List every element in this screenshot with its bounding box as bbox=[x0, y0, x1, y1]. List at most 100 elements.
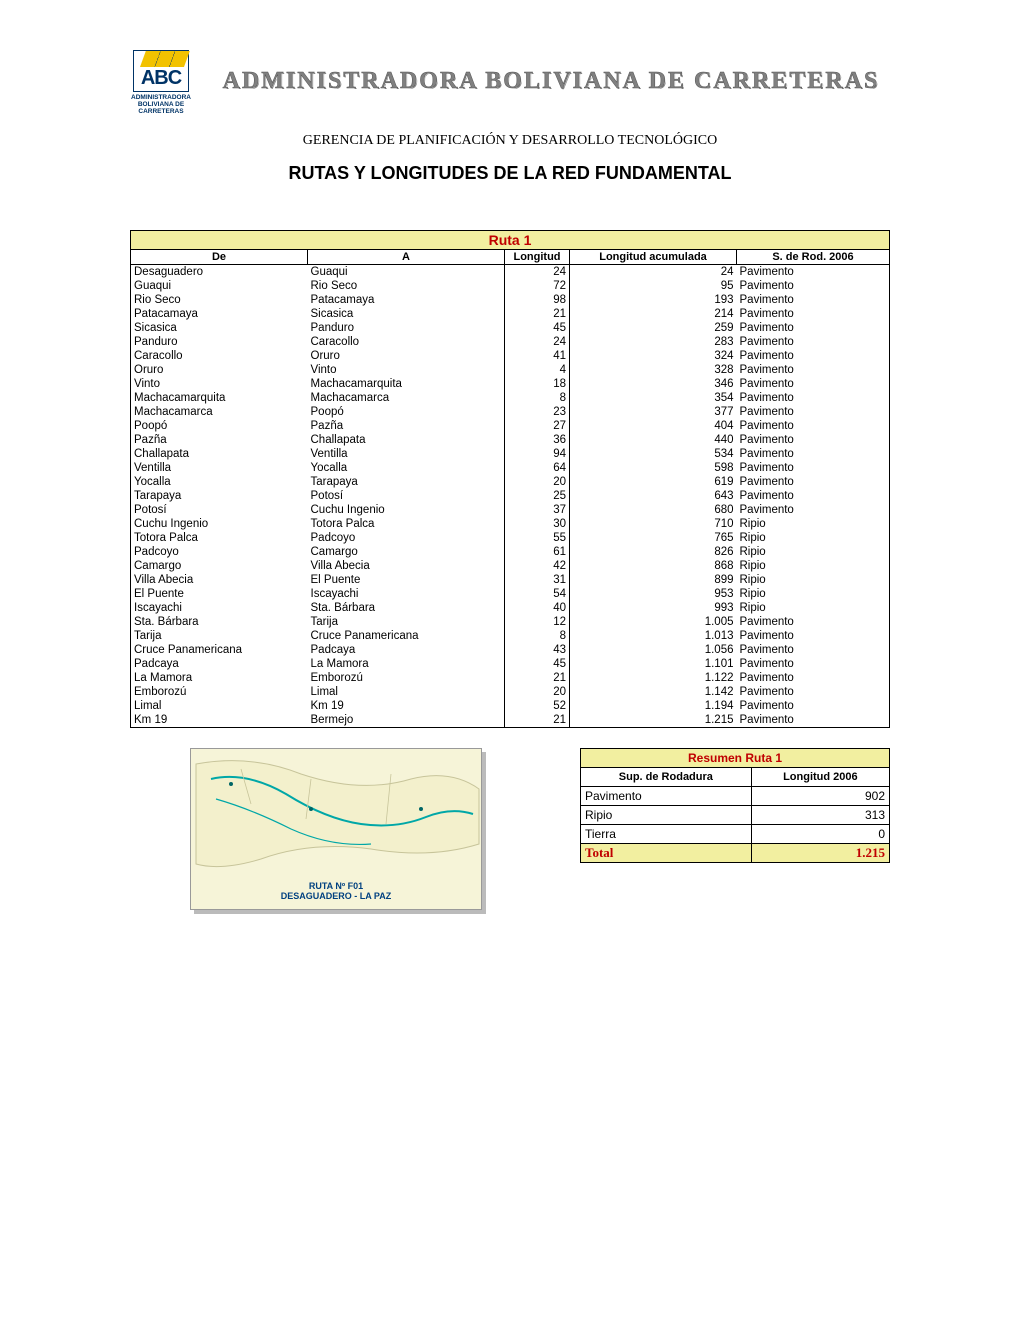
cell-de: Limal bbox=[131, 699, 308, 713]
cell-rod: Pavimento bbox=[737, 419, 890, 433]
cell-long: 20 bbox=[505, 475, 570, 489]
cell-de: Tarija bbox=[131, 629, 308, 643]
cell-acum: 534 bbox=[570, 447, 737, 461]
cell-long: 98 bbox=[505, 293, 570, 307]
cell-de: Ventilla bbox=[131, 461, 308, 475]
summary-title-row: Resumen Ruta 1 bbox=[581, 749, 890, 768]
cell-de: Panduro bbox=[131, 335, 308, 349]
cell-rod: Ripio bbox=[737, 531, 890, 545]
cell-acum: 214 bbox=[570, 307, 737, 321]
map-caption: RUTA Nº F01 DESAGUADERO - LA PAZ bbox=[191, 882, 481, 902]
cell-acum: 598 bbox=[570, 461, 737, 475]
cell-long: 24 bbox=[505, 265, 570, 280]
cell-long: 37 bbox=[505, 503, 570, 517]
cell-rod: Ripio bbox=[737, 559, 890, 573]
cell-a: Vinto bbox=[308, 363, 505, 377]
table-row: Cuchu IngenioTotora Palca30710Ripio bbox=[131, 517, 890, 531]
cell-long: 43 bbox=[505, 643, 570, 657]
cell-de: Challapata bbox=[131, 447, 308, 461]
logo-letters: ABC bbox=[134, 67, 188, 89]
cell-a: Caracollo bbox=[308, 335, 505, 349]
cell-a: El Puente bbox=[308, 573, 505, 587]
cell-de: Tarapaya bbox=[131, 489, 308, 503]
cell-rod: Pavimento bbox=[737, 349, 890, 363]
cell-a: Oruro bbox=[308, 349, 505, 363]
cell-a: Ventilla bbox=[308, 447, 505, 461]
route-head-row: De A Longitud Longitud acumulada S. de R… bbox=[131, 250, 890, 265]
cell-long: 30 bbox=[505, 517, 570, 531]
summary-value: 313 bbox=[751, 806, 889, 825]
cell-a: Cruce Panamericana bbox=[308, 629, 505, 643]
cell-long: 20 bbox=[505, 685, 570, 699]
cell-a: Villa Abecia bbox=[308, 559, 505, 573]
cell-long: 41 bbox=[505, 349, 570, 363]
cell-long: 72 bbox=[505, 279, 570, 293]
cell-de: Rio Seco bbox=[131, 293, 308, 307]
org-title-wrap: ADMINISTRADORA BOLIVIANA DE CARRETERAS bbox=[212, 50, 890, 95]
table-row: PanduroCaracollo24283Pavimento bbox=[131, 335, 890, 349]
cell-acum: 193 bbox=[570, 293, 737, 307]
cell-rod: Pavimento bbox=[737, 643, 890, 657]
cell-long: 21 bbox=[505, 671, 570, 685]
cell-a: Km 19 bbox=[308, 699, 505, 713]
table-row: La MamoraEmborozú211.122Pavimento bbox=[131, 671, 890, 685]
cell-acum: 953 bbox=[570, 587, 737, 601]
cell-de: El Puente bbox=[131, 587, 308, 601]
cell-de: Totora Palca bbox=[131, 531, 308, 545]
cell-de: Sta. Bárbara bbox=[131, 615, 308, 629]
cell-rod: Ripio bbox=[737, 545, 890, 559]
table-row: OruroVinto4328Pavimento bbox=[131, 363, 890, 377]
cell-long: 52 bbox=[505, 699, 570, 713]
table-row: DesaguaderoGuaqui2424Pavimento bbox=[131, 265, 890, 280]
cell-a: Guaqui bbox=[308, 265, 505, 280]
cell-rod: Pavimento bbox=[737, 685, 890, 699]
cell-de: Cruce Panamericana bbox=[131, 643, 308, 657]
cell-long: 8 bbox=[505, 391, 570, 405]
main-title: RUTAS Y LONGITUDES DE LA RED FUNDAMENTAL bbox=[130, 163, 890, 184]
table-row: VintoMachacamarquita18346Pavimento bbox=[131, 377, 890, 391]
logo-caption: ADMINISTRADORA BOLIVIANA DE CARRETERAS bbox=[131, 94, 191, 115]
cell-a: Challapata bbox=[308, 433, 505, 447]
col-acum: Longitud acumulada bbox=[570, 250, 737, 265]
table-row: ChallapataVentilla94534Pavimento bbox=[131, 447, 890, 461]
cell-rod: Pavimento bbox=[737, 489, 890, 503]
cell-acum: 619 bbox=[570, 475, 737, 489]
table-row: CamargoVilla Abecia42868Ripio bbox=[131, 559, 890, 573]
cell-rod: Pavimento bbox=[737, 475, 890, 489]
cell-de: Cuchu Ingenio bbox=[131, 517, 308, 531]
col-long: Longitud bbox=[505, 250, 570, 265]
cell-de: La Mamora bbox=[131, 671, 308, 685]
map-caption-l2: DESAGUADERO - LA PAZ bbox=[281, 891, 392, 901]
logo-stripes-icon bbox=[140, 51, 190, 67]
cell-long: 45 bbox=[505, 321, 570, 335]
cell-acum: 404 bbox=[570, 419, 737, 433]
table-row: PadcoyoCamargo61826Ripio bbox=[131, 545, 890, 559]
cell-a: Bermejo bbox=[308, 713, 505, 728]
table-row: SicasicaPanduro45259Pavimento bbox=[131, 321, 890, 335]
cell-long: 31 bbox=[505, 573, 570, 587]
cell-rod: Pavimento bbox=[737, 503, 890, 517]
subtitle: GERENCIA DE PLANIFICACIÓN Y DESARROLLO T… bbox=[130, 133, 890, 149]
cell-a: Cuchu Ingenio bbox=[308, 503, 505, 517]
table-row: Villa AbeciaEl Puente31899Ripio bbox=[131, 573, 890, 587]
cell-acum: 1.142 bbox=[570, 685, 737, 699]
cell-de: Pazña bbox=[131, 433, 308, 447]
cell-acum: 259 bbox=[570, 321, 737, 335]
cell-rod: Pavimento bbox=[737, 377, 890, 391]
summary-label: Ripio bbox=[581, 806, 752, 825]
cell-a: Padcoyo bbox=[308, 531, 505, 545]
summary-col-left: Sup. de Rodadura bbox=[581, 768, 752, 787]
table-row: PoopóPazña27404Pavimento bbox=[131, 419, 890, 433]
cell-a: Emborozú bbox=[308, 671, 505, 685]
cell-a: Totora Palca bbox=[308, 517, 505, 531]
cell-long: 25 bbox=[505, 489, 570, 503]
cell-long: 64 bbox=[505, 461, 570, 475]
logo-caption-l2: BOLIVIANA DE bbox=[138, 101, 184, 108]
cell-acum: 1.215 bbox=[570, 713, 737, 728]
cell-a: Machacamarquita bbox=[308, 377, 505, 391]
table-row: CaracolloOruro41324Pavimento bbox=[131, 349, 890, 363]
cell-acum: 826 bbox=[570, 545, 737, 559]
cell-a: Camargo bbox=[308, 545, 505, 559]
cell-de: Yocalla bbox=[131, 475, 308, 489]
table-row: MachacamarcaPoopó23377Pavimento bbox=[131, 405, 890, 419]
